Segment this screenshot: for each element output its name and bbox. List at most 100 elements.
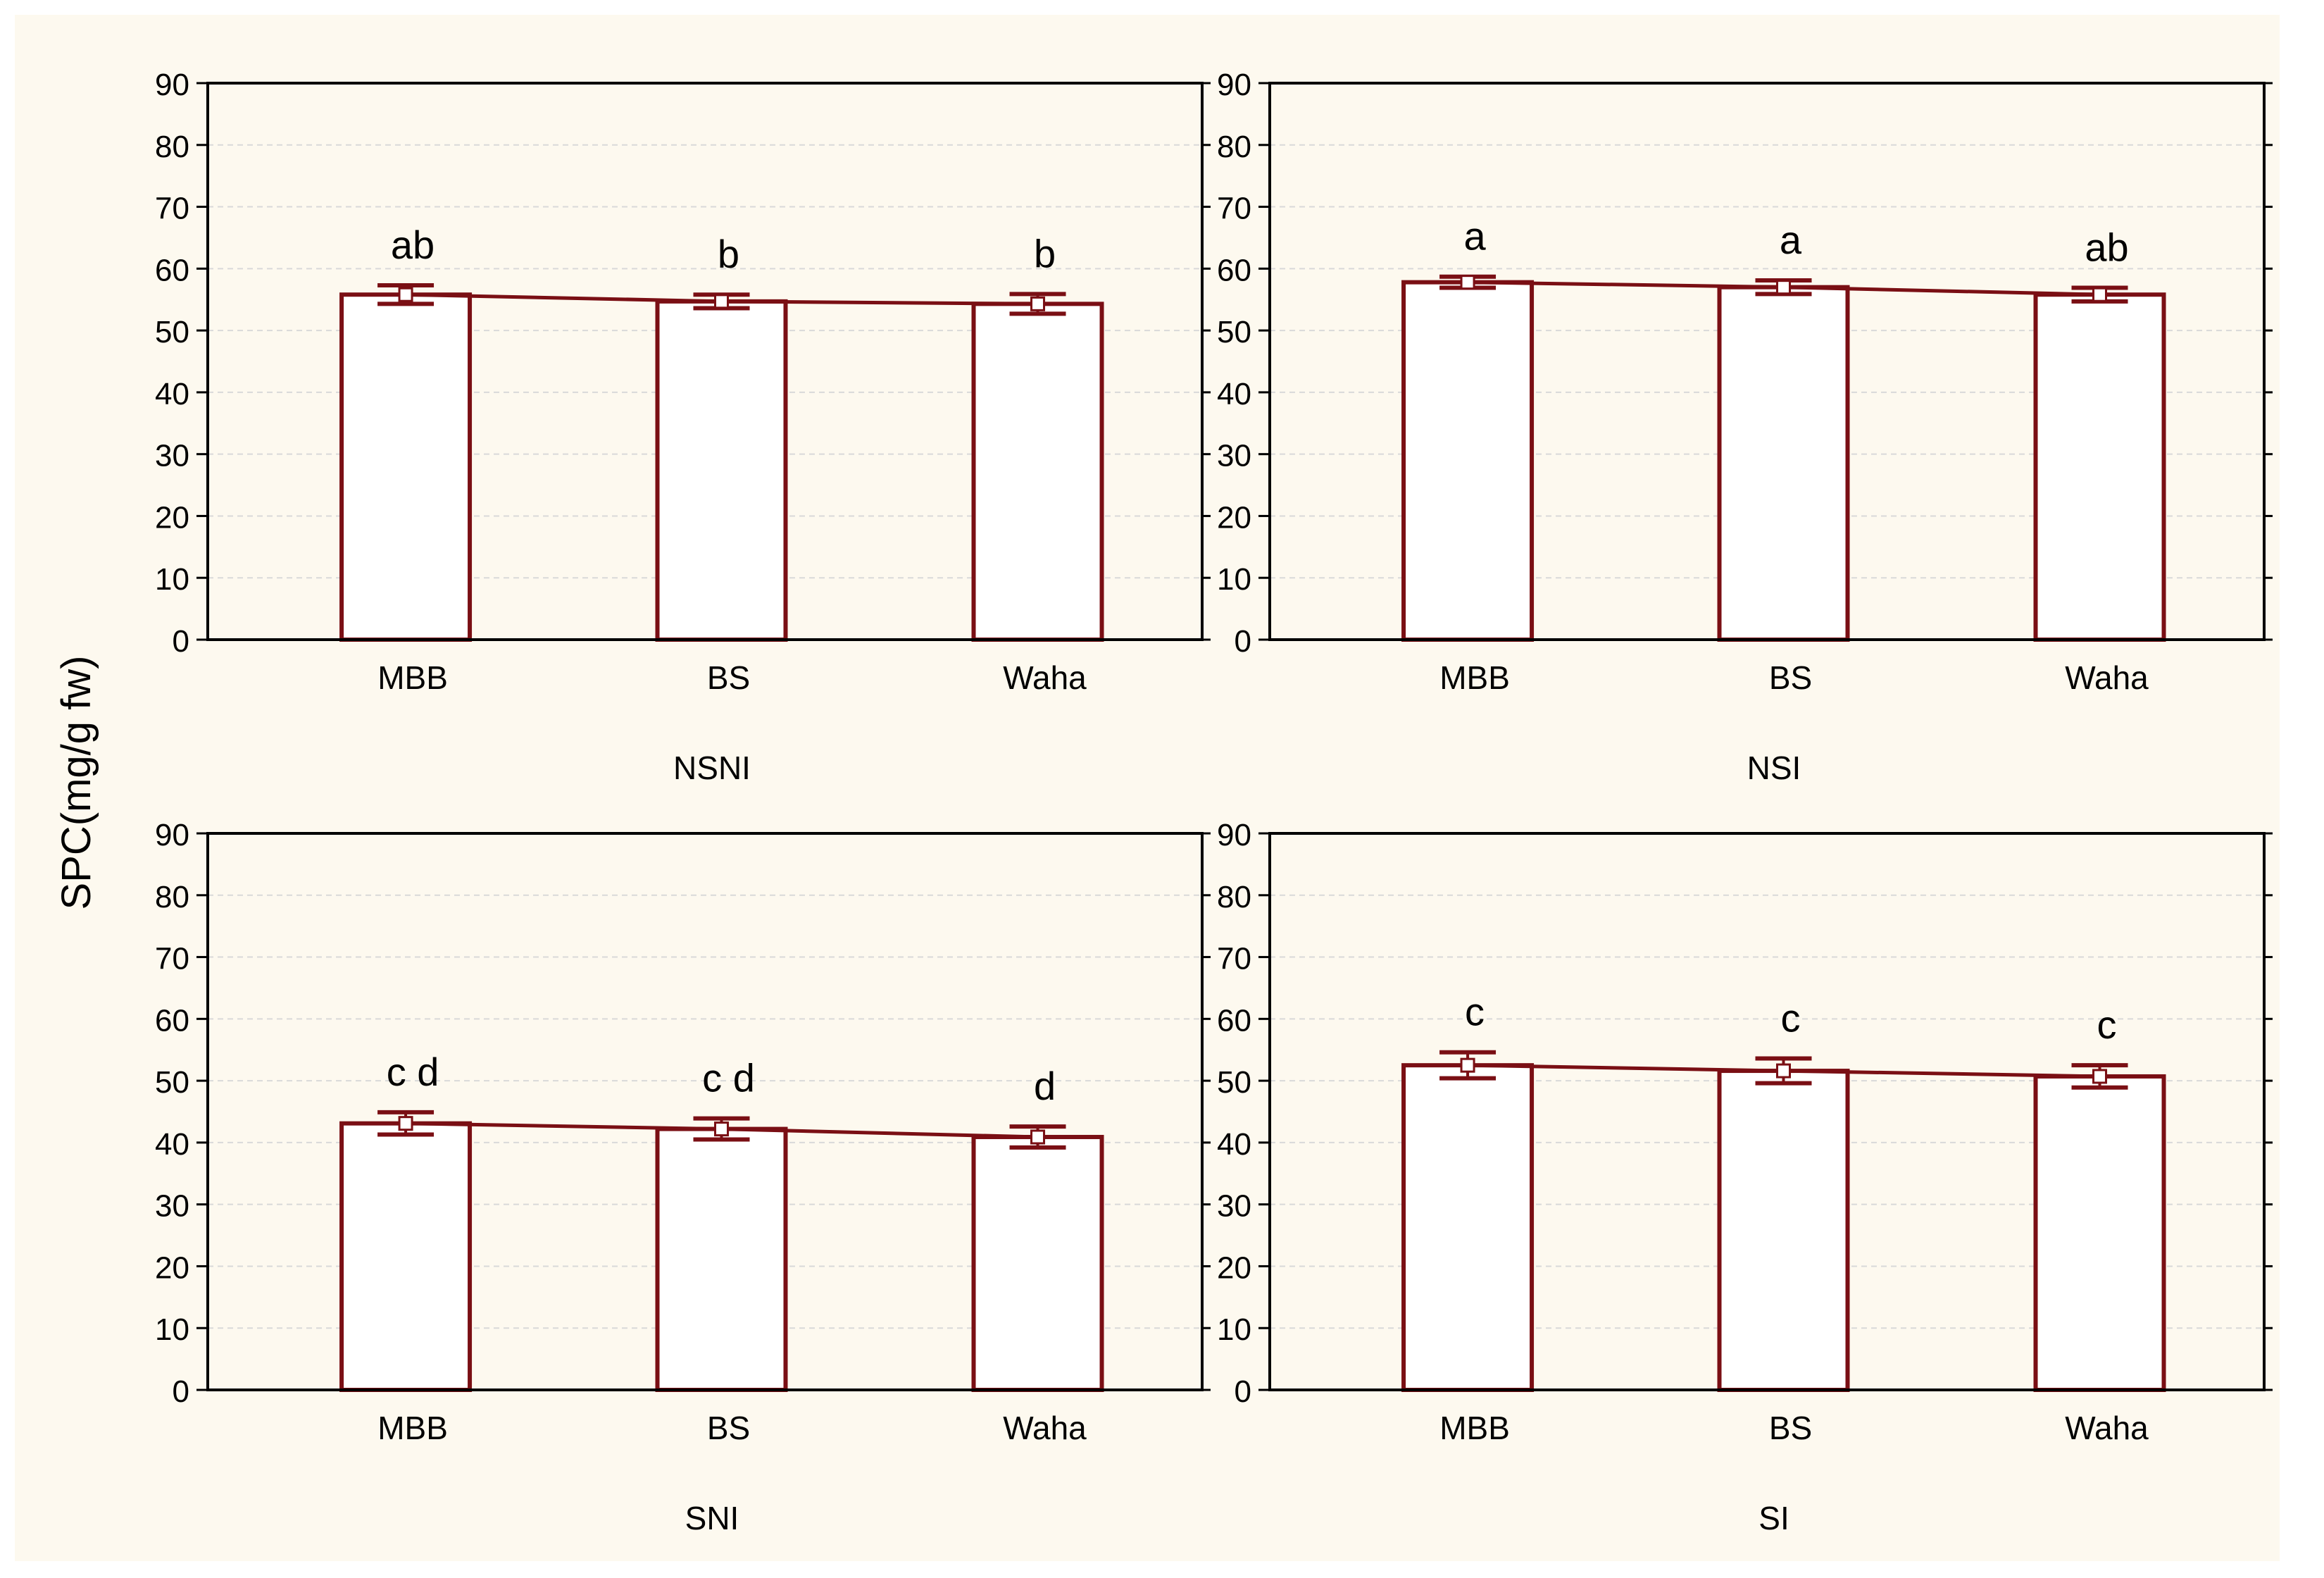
- y-tick-label: 50: [155, 315, 189, 349]
- mean-marker: [1460, 275, 1475, 290]
- y-tick-label: 90: [1217, 68, 1251, 102]
- bar: [1717, 1069, 1850, 1392]
- significance-letter: c: [2097, 1002, 2117, 1047]
- significance-letter: ab: [391, 223, 435, 267]
- significance-letter: c: [1465, 990, 1485, 1034]
- y-tick-label: 60: [155, 1003, 189, 1038]
- y-axis-label: SPC(mg/g fw): [54, 656, 99, 910]
- x-tick-label: Waha: [1003, 659, 1087, 696]
- x-tick-label: MBB: [1439, 1410, 1510, 1446]
- bar: [971, 1134, 1104, 1392]
- y-tick-label: 10: [1217, 1312, 1251, 1347]
- plot-frame: [206, 82, 1204, 641]
- y-tick-label: 10: [1217, 562, 1251, 597]
- y-tick-label: 80: [1217, 130, 1251, 164]
- mean-marker: [1776, 1063, 1792, 1079]
- significance-letter: c d: [387, 1050, 439, 1094]
- y-tick-label: 90: [155, 818, 189, 852]
- y-tick-label: 0: [173, 624, 189, 659]
- y-tick-label: 30: [155, 439, 189, 473]
- x-tick-label: BS: [707, 1410, 750, 1446]
- mean-marker: [398, 287, 413, 302]
- y-tick-label: 0: [173, 1374, 189, 1409]
- chart-panel: 0 10 20 30 40 50 60 70 80 90 ab MBB b BS b Waha NSNI: [155, 68, 1211, 786]
- x-tick-label: Waha: [2065, 1410, 2149, 1446]
- bar: [655, 1126, 788, 1392]
- bar: [2033, 292, 2166, 642]
- significance-letter: b: [718, 232, 739, 276]
- chart-panel: 0 10 20 30 40 50 60 70 80 90 a MBB a BS ab Waha NSI: [1217, 68, 2273, 786]
- y-tick-label: 40: [1217, 1127, 1251, 1162]
- x-tick-label: MBB: [1439, 659, 1510, 696]
- y-tick-label: 50: [1217, 1065, 1251, 1100]
- y-tick-label: 40: [155, 1127, 189, 1162]
- mean-marker: [714, 294, 730, 309]
- mean-marker: [398, 1116, 413, 1131]
- y-tick-label: 80: [155, 880, 189, 914]
- bar: [971, 302, 1104, 642]
- bar: [339, 1121, 473, 1392]
- y-tick-label: 70: [155, 192, 189, 226]
- bar: [1717, 285, 1850, 642]
- y-tick-label: 70: [1217, 942, 1251, 976]
- y-tick-label: 40: [155, 377, 189, 411]
- significance-letter: c: [1781, 996, 1801, 1040]
- x-tick-label: Waha: [2065, 659, 2149, 696]
- y-tick-label: 80: [155, 130, 189, 164]
- mean-marker: [1776, 280, 1792, 295]
- significance-letter: a: [1463, 214, 1486, 259]
- mean-marker: [714, 1122, 730, 1137]
- group-label: SI: [1758, 1500, 1789, 1536]
- y-tick-label: 20: [155, 500, 189, 535]
- x-tick-label: MBB: [377, 659, 448, 696]
- chart-panel: 0 10 20 30 40 50 60 70 80 90 c MBB c BS c Waha SI: [1217, 818, 2273, 1536]
- y-tick-label: 30: [155, 1189, 189, 1224]
- bar: [655, 299, 788, 642]
- x-tick-label: BS: [707, 659, 750, 696]
- bar: [1401, 280, 1535, 642]
- y-tick-label: 20: [1217, 1250, 1251, 1285]
- mean-marker: [2092, 287, 2108, 302]
- significance-letter: c d: [702, 1056, 755, 1100]
- y-tick-label: 90: [1217, 818, 1251, 852]
- y-tick-label: 70: [1217, 192, 1251, 226]
- plot-frame: [206, 832, 1204, 1391]
- bar: [2033, 1074, 2166, 1392]
- y-tick-label: 60: [1217, 253, 1251, 287]
- group-label: NSI: [1747, 750, 1801, 786]
- significance-letter: ab: [2085, 225, 2128, 270]
- plot-frame: [1268, 832, 2266, 1391]
- chart-panel: 0 10 20 30 40 50 60 70 80 90 c d MBB c d BS d Waha SNI: [155, 818, 1211, 1536]
- y-tick-label: 70: [155, 942, 189, 976]
- bar: [1401, 1063, 1535, 1392]
- y-tick-label: 60: [155, 253, 189, 287]
- y-tick-label: 80: [1217, 880, 1251, 914]
- y-tick-label: 0: [1235, 1374, 1251, 1409]
- plot-frame: [1268, 82, 2266, 641]
- figure: SPC(mg/g fw) 0 10 20 30 40 50 60 70 80 90 ab MBB b BS…: [15, 15, 2280, 1561]
- significance-letter: a: [1780, 218, 1802, 262]
- group-label: NSNI: [673, 750, 751, 786]
- mean-marker: [1030, 296, 1046, 311]
- y-tick-label: 0: [1235, 624, 1251, 659]
- y-tick-label: 20: [155, 1250, 189, 1285]
- significance-letter: b: [1034, 231, 1056, 275]
- y-tick-label: 50: [1217, 315, 1251, 349]
- chart-grid: SPC(mg/g fw) 0102030405060708090abMBBbBS…: [54, 68, 2273, 1536]
- y-tick-label: 30: [1217, 439, 1251, 473]
- y-tick-label: 60: [1217, 1003, 1251, 1038]
- x-tick-label: BS: [1769, 1410, 1812, 1446]
- x-tick-label: BS: [1769, 659, 1812, 696]
- y-tick-label: 30: [1217, 1189, 1251, 1224]
- significance-letter: d: [1034, 1064, 1056, 1108]
- mean-marker: [1030, 1129, 1046, 1145]
- group-label: SNI: [685, 1500, 739, 1536]
- mean-marker: [1460, 1057, 1475, 1073]
- y-tick-label: 20: [1217, 500, 1251, 535]
- y-tick-label: 90: [155, 68, 189, 102]
- mean-marker: [2092, 1069, 2108, 1084]
- y-tick-label: 40: [1217, 377, 1251, 411]
- y-tick-label: 50: [155, 1065, 189, 1100]
- x-tick-label: MBB: [377, 1410, 448, 1446]
- y-tick-label: 10: [155, 1312, 189, 1347]
